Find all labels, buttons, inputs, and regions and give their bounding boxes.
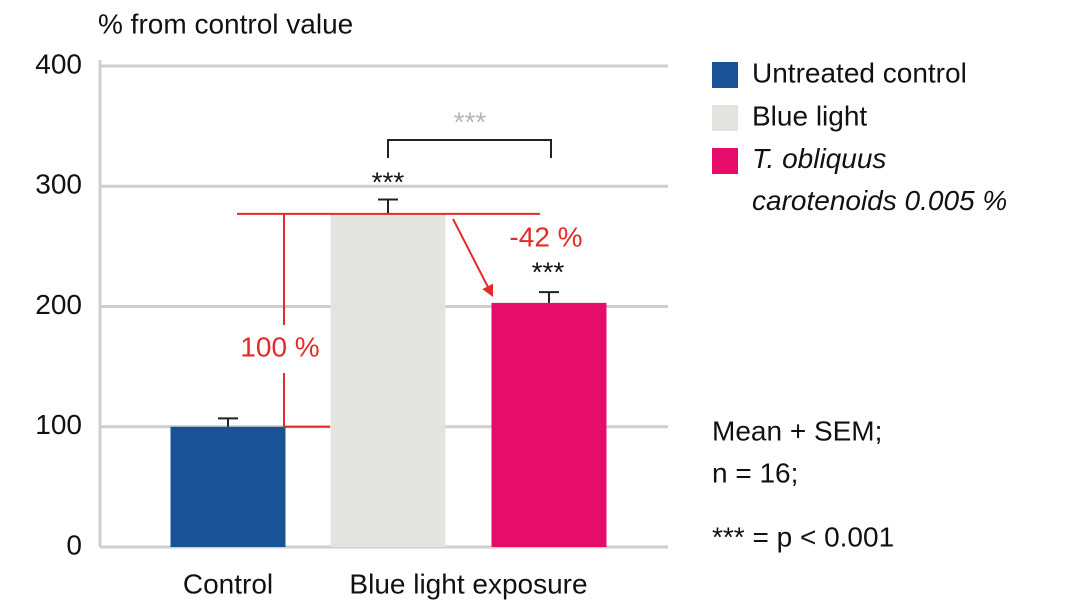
y-tick-label: 100	[35, 409, 82, 440]
bar	[330, 213, 446, 547]
bar	[491, 302, 607, 547]
y-tick-label: 0	[66, 529, 82, 560]
y-tick-label: 200	[35, 289, 82, 320]
decrease-label: -42 %	[509, 221, 582, 252]
legend-label: T. obliquus carotenoids 0.005 %	[752, 143, 1007, 216]
x-tick-label: Control	[183, 568, 273, 599]
y-tick-label: 400	[35, 48, 82, 79]
error-bar	[218, 417, 238, 427]
significance: ***	[532, 256, 565, 287]
arrow	[452, 218, 494, 298]
significance: ***	[372, 166, 405, 197]
legend-label: Untreated control	[752, 57, 967, 88]
legend-swatch	[712, 148, 738, 174]
error-bar	[378, 198, 398, 214]
significance: ***	[454, 106, 487, 137]
y-tick-label: 300	[35, 169, 82, 200]
note: n = 16;	[712, 457, 798, 488]
legend-swatch	[712, 105, 738, 131]
note: Mean + SEM;	[712, 415, 882, 446]
error-bar	[539, 291, 559, 303]
legend-line: T. obliquus	[752, 143, 886, 174]
y-axis-label: % from control value	[98, 8, 353, 39]
x-tick-label: Blue light exposure	[349, 568, 587, 599]
bar	[170, 426, 286, 547]
legend-line: carotenoids 0.005 %	[752, 185, 1007, 216]
note: *** = p < 0.001	[712, 521, 894, 552]
increase-label: 100 %	[240, 331, 319, 362]
bracket	[387, 139, 552, 158]
legend-swatch	[712, 62, 738, 88]
legend-label: Blue light	[752, 100, 867, 131]
